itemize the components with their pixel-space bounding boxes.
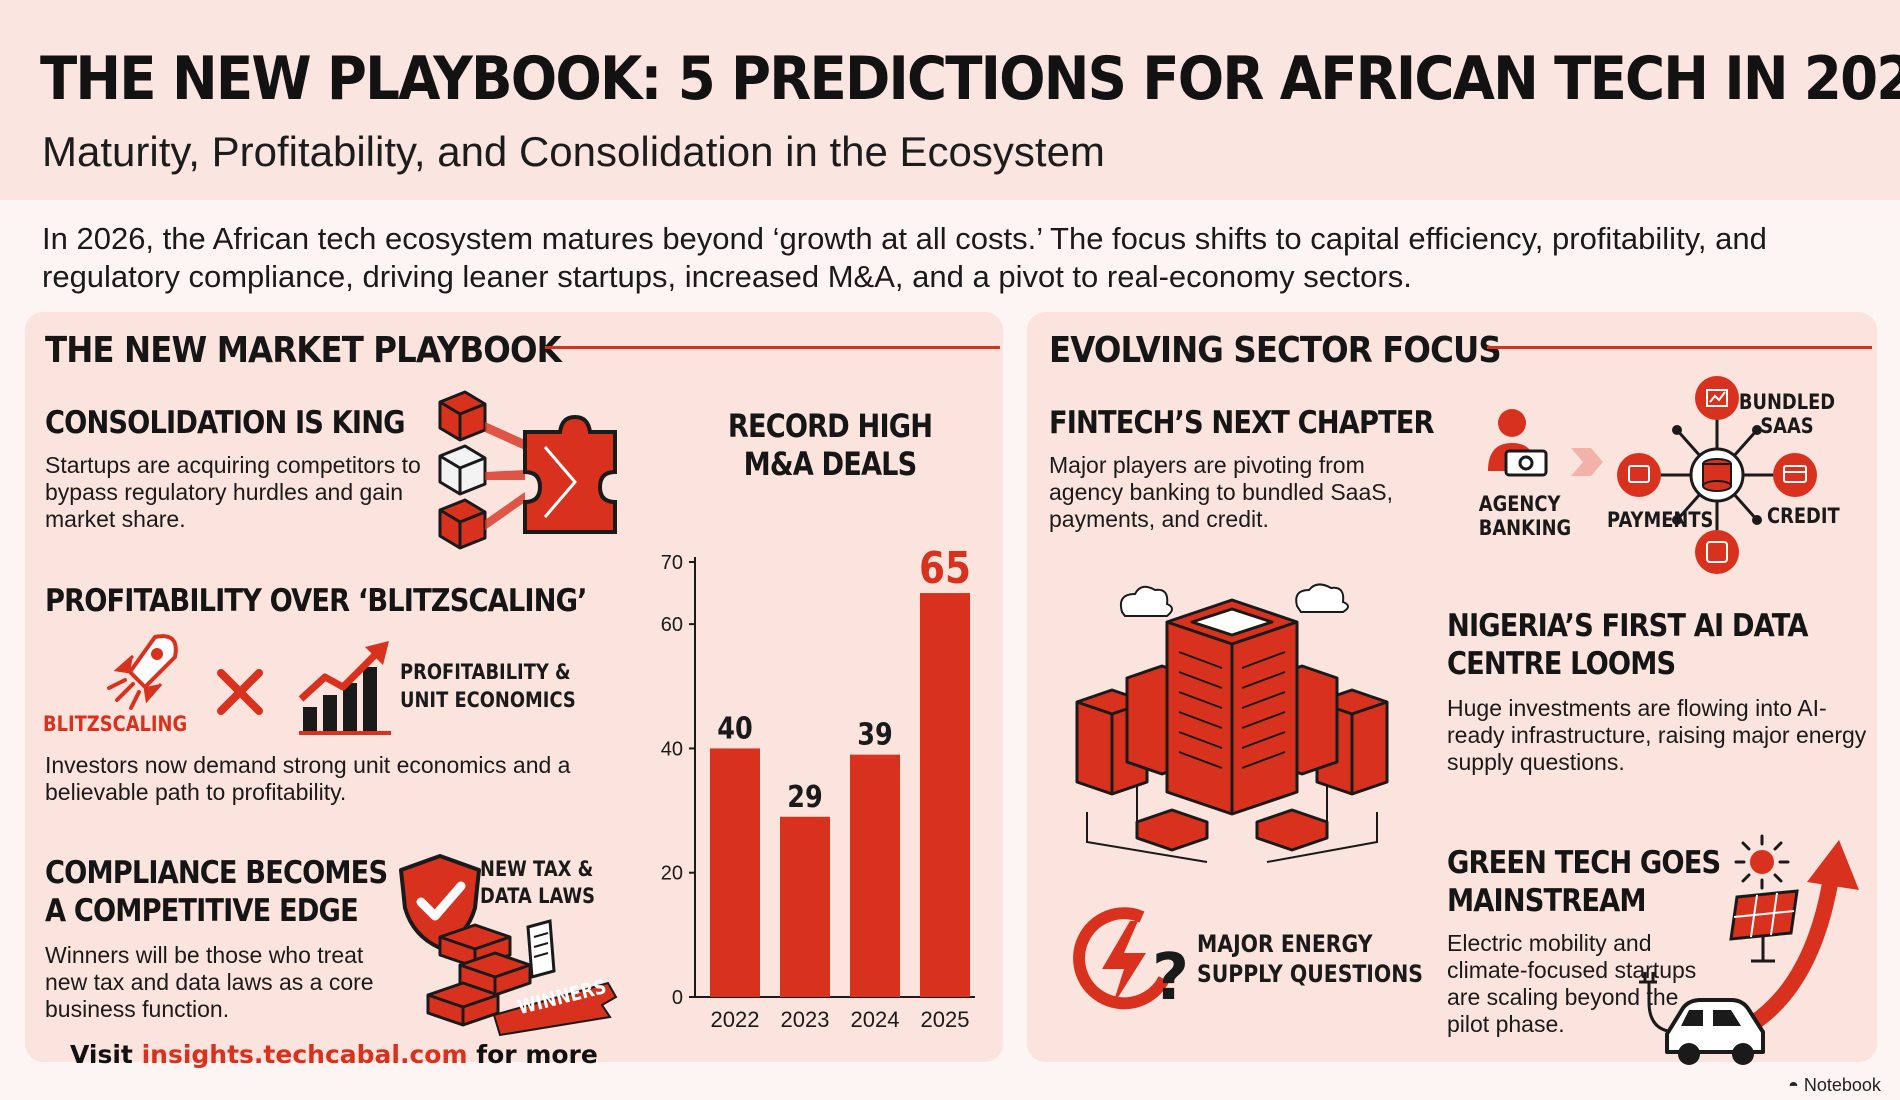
chart-y-tick-label: 20 [661,863,683,885]
person-cash-icon [1488,409,1548,477]
sector-focus-panel: EVOLVING SECTOR FOCUS FINTECH’S NEXT CHA… [1027,312,1877,1065]
intro-text: In 2026, the African tech ecosystem matu… [42,221,1767,294]
chart-x-tick-label: 2022 [711,1007,760,1032]
chart-data-label: 39 [857,717,892,753]
server-stack-icon [426,919,556,1027]
fintech-body: Major players are pivoting from agency b… [1049,452,1393,532]
unit-economics-label-1: PROFITABILITY & [400,660,571,684]
arrow-right-icon [1571,448,1603,476]
chart-x-tick-label: 2025 [921,1007,970,1032]
consolidation-heading: CONSOLIDATION IS KING [45,405,406,441]
fintech-heading: FINTECH’S NEXT CHAPTER [1049,405,1435,441]
greentech-heading-1: GREEN TECH GOES [1447,845,1721,881]
unit-economics-label-2: UNIT ECONOMICS [400,688,576,712]
greentech-body: Electric mobility and climate-focused st… [1447,930,1697,1037]
chart-y-tick-label: 60 [661,614,683,636]
panel-title-market-playbook: THE NEW MARKET PLAYBOOK [45,330,562,371]
chart-data-label: 29 [787,779,822,815]
energy-label-2: SUPPLY QUESTIONS [1197,960,1424,988]
chart-data-label: 40 [717,710,752,746]
lightning-question-icon: ? [1073,907,1189,1015]
blitzscaling-label: BLITZSCALING [43,712,188,736]
rocket-icon [107,634,178,710]
footer-link[interactable]: insights.techcabal.com [141,1040,468,1069]
compliance-heading-2: A COMPETITIVE EDGE [45,893,359,929]
growth-chart-icon [298,641,391,735]
greentech-heading-2: MAINSTREAM [1447,883,1646,919]
notebook-brand: ◓ Notebook [1788,1075,1881,1096]
chart-title: RECORD HIGH M&A DEALS [703,407,958,483]
puzzle-merge-icon [438,390,617,550]
chart-bar [780,816,830,997]
chart-y-tick-label: 40 [661,738,683,760]
header-band [0,0,1900,200]
datacentre-body: Huge investments are flowing into AI-rea… [1447,695,1867,775]
ma-deals-chart: 0 20 40 60 70 40 2022 29 2023 39 2024 65 2025 [661,542,975,1032]
page-title: THE NEW PLAYBOOK: 5 PREDICTIONS FOR AFRI… [40,44,1900,114]
datacentre-heading-2: CENTRE LOOMS [1447,646,1676,682]
notebook-logo-icon: ◓ [1788,1075,1804,1095]
footer-prefix: Visit [70,1040,142,1069]
chart-x-tick-label: 2024 [851,1007,900,1032]
solar-panel-icon [1729,889,1799,963]
payments-label: PAYMENTS [1607,508,1714,532]
consolidation-body: Startups are acquiring competitors to by… [45,452,421,532]
new-laws-label-2: DATA LAWS [480,884,596,908]
profitability-body: Investors now demand strong unit economi… [45,752,571,805]
footer-text: Visit insights.techcabal.com for more [70,1040,598,1069]
bundled-saas-label-2: SAAS [1760,414,1814,438]
sun-icon [1734,834,1790,890]
chart-bar [710,748,760,997]
profitability-heading: PROFITABILITY OVER ‘BLITZSCALING’ [45,583,587,619]
winners-ribbon [492,981,618,1037]
new-laws-label-1: NEW TAX & [480,857,594,881]
credit-label: CREDIT [1767,504,1840,528]
bundled-saas-label-1: BUNDLED [1738,390,1836,414]
datacentre-heading-1: NIGERIA’S FIRST AI DATA [1447,608,1808,644]
market-playbook-panel: THE NEW MARKET PLAYBOOK CONSOLIDATION IS… [25,312,1003,1062]
title-rule [1487,346,1872,349]
compliance-heading-1: COMPLIANCE BECOMES [45,855,388,891]
title-rule [545,346,1000,349]
chart-bar [920,593,970,997]
chart-title-line-2: M&A DEALS [743,445,918,483]
chart-y-tick-label: 0 [672,987,683,1009]
chart-bar [850,754,900,997]
page-subtitle: Maturity, Profitability, and Consolidati… [42,128,1105,175]
svg-text:?: ? [1152,941,1189,1015]
database-hub-icon [1617,376,1817,574]
chart-y-tick-label: 70 [661,552,683,574]
chart-x-tick-label: 2023 [781,1007,830,1032]
cross-icon [217,669,263,715]
energy-label-1: MAJOR ENERGY [1197,930,1373,958]
footer-suffix: for more [467,1040,598,1069]
compliance-body: Winners will be those who treat new tax … [45,942,374,1022]
chart-title-line-1: RECORD HIGH [727,407,933,445]
chart-data-label: 65 [919,542,971,594]
electric-car-icon [1639,972,1765,1065]
brand-label: Notebook [1803,1075,1881,1095]
data-centre-icon [1075,583,1389,863]
agency-label-2: BANKING [1478,516,1572,540]
agency-label-1: AGENCY [1478,492,1561,516]
panel-title-sector-focus: EVOLVING SECTOR FOCUS [1049,330,1502,371]
